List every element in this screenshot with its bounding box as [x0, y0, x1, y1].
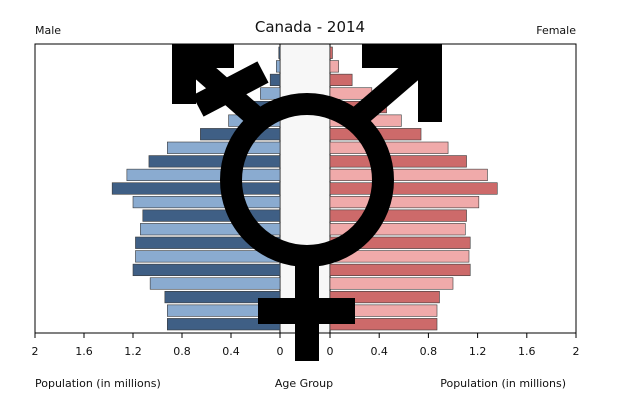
symbol-left-crossbar — [192, 61, 269, 117]
female-bar — [329, 318, 438, 331]
male-x-tick-label: 0.4 — [222, 345, 240, 358]
female-bar — [329, 290, 440, 304]
female-bar — [329, 168, 488, 182]
male-x-tick-label: 1.2 — [124, 345, 142, 358]
male-bar — [167, 141, 281, 154]
male-bar — [276, 60, 281, 73]
x-axis-label-right: Population (in millions) — [440, 377, 566, 390]
symbol-right-arm — [347, 55, 428, 129]
male-x-tick-label: 2 — [32, 345, 39, 358]
female-bar — [329, 73, 353, 87]
male-x-tick-label: 0.8 — [173, 345, 191, 358]
male-bar — [111, 182, 281, 195]
male-bar — [149, 277, 281, 290]
female-bar — [329, 209, 467, 222]
symbol-right-arrowhead — [362, 44, 442, 122]
chart-title: Canada - 2014 — [255, 18, 365, 36]
female-x-tick-label: 1.6 — [518, 345, 536, 358]
male-header: Male — [35, 24, 61, 37]
male-bar — [269, 73, 281, 87]
male-bar — [126, 168, 281, 182]
male-x-tick-label: 1.6 — [75, 345, 93, 358]
male-x-tick-label: 0 — [277, 345, 284, 358]
female-x-tick-label: 1.2 — [469, 345, 487, 358]
female-bar — [329, 195, 480, 209]
male-bar — [148, 155, 281, 168]
female-bar — [329, 263, 471, 277]
female-bar — [329, 277, 454, 290]
female-x-tick-label: 0.8 — [420, 345, 438, 358]
male-bar — [260, 87, 281, 100]
x-axis-label-left: Population (in millions) — [35, 377, 161, 390]
female-x-tick-label: 0 — [327, 345, 334, 358]
transgender-symbol-icon — [172, 44, 442, 361]
male-bar — [140, 223, 281, 236]
female-x-tick-label: 0.4 — [370, 345, 388, 358]
female-bar — [329, 155, 467, 168]
male-bar — [142, 209, 281, 222]
male-bar — [132, 263, 281, 277]
male-bar — [164, 290, 281, 304]
female-bar — [329, 60, 339, 73]
male-bar — [135, 250, 281, 263]
female-bar — [329, 182, 498, 195]
female-bar — [329, 223, 466, 236]
male-bar — [167, 318, 281, 331]
male-bar — [278, 46, 281, 59]
male-bar — [132, 195, 281, 209]
symbol-cross-bar — [258, 298, 355, 324]
female-header: Female — [536, 24, 576, 37]
female-x-tick-label: 2 — [573, 345, 580, 358]
female-bar — [329, 46, 333, 59]
x-axis-label-center: Age Group — [275, 377, 333, 390]
symbol-left-arrowhead — [172, 44, 234, 104]
